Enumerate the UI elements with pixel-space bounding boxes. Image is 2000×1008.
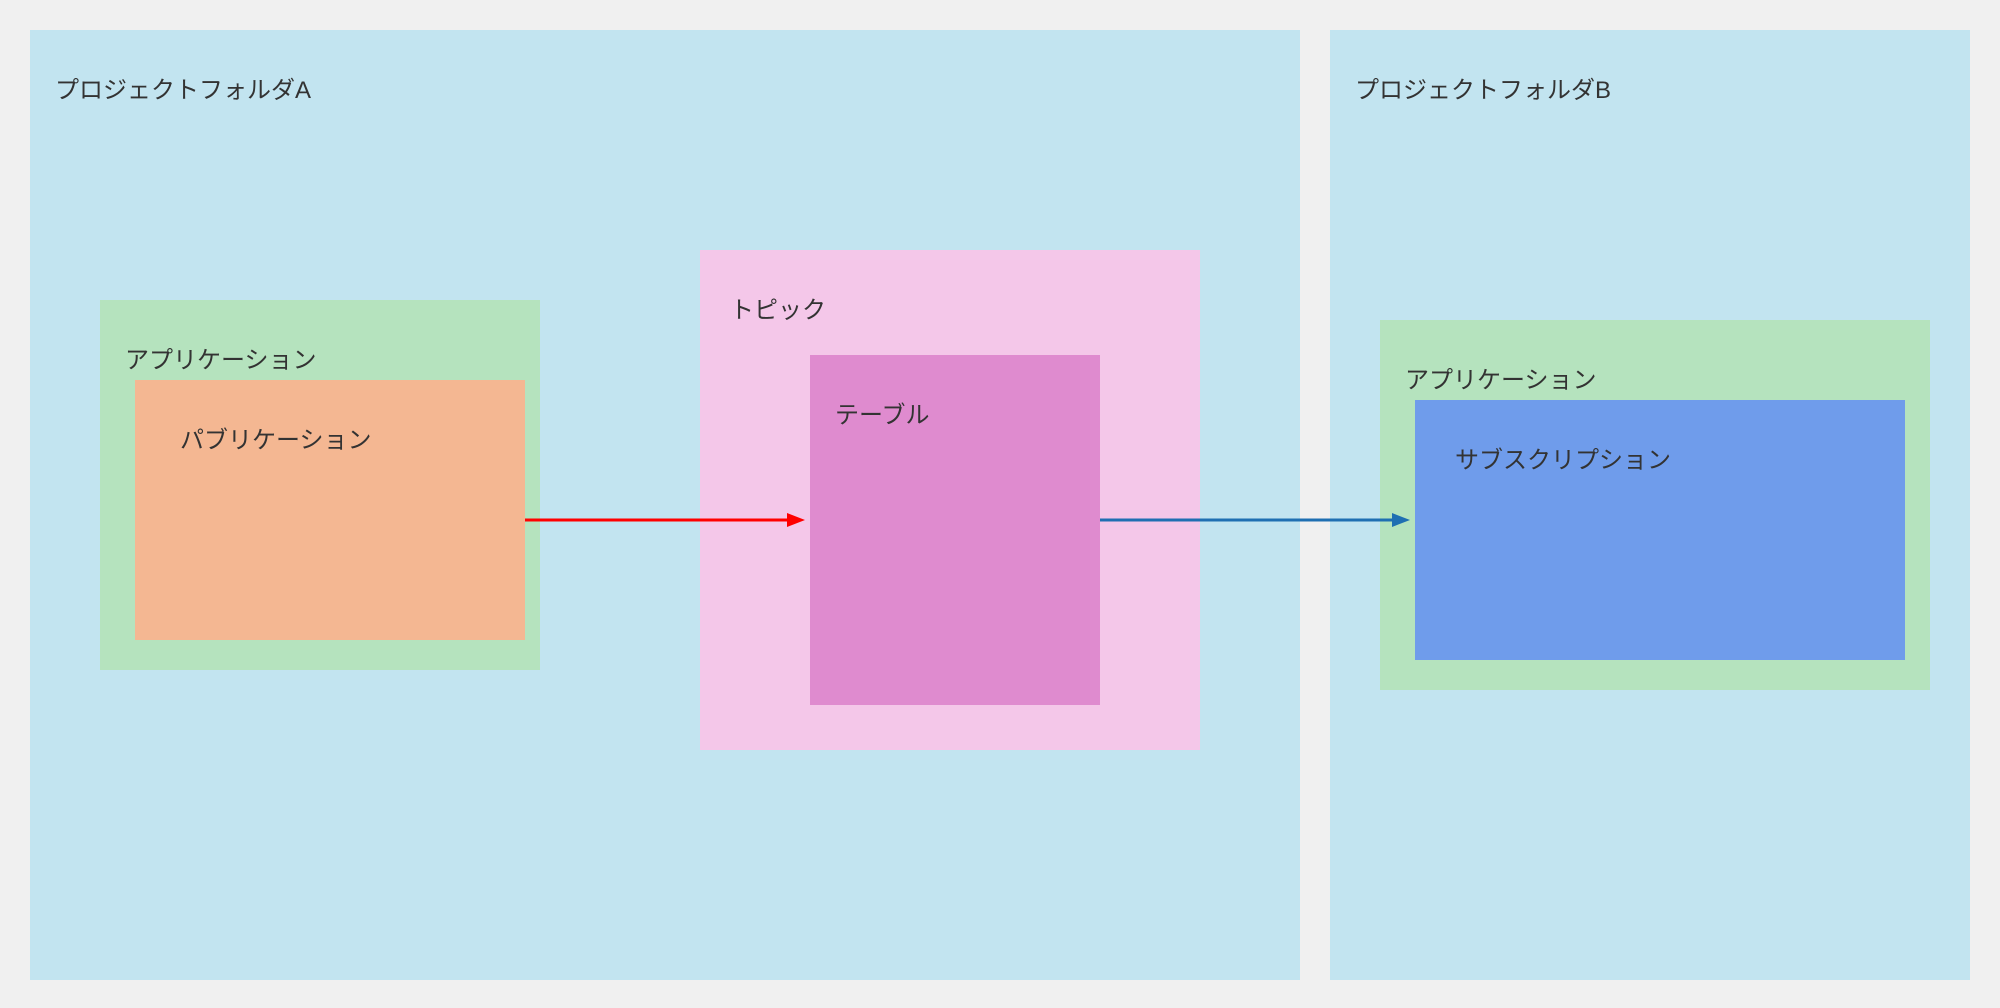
subscription-label: サブスクリプション bbox=[1455, 440, 1671, 475]
project-folder-a-label: プロジェクトフォルダA bbox=[55, 70, 311, 105]
table-label: テーブル bbox=[835, 395, 930, 430]
publication-label: パブリケーション bbox=[180, 420, 372, 455]
application-a-label: アプリケーション bbox=[125, 340, 317, 375]
subscription-box bbox=[1415, 400, 1905, 660]
application-b-label: アプリケーション bbox=[1405, 360, 1597, 395]
topic-label: トピック bbox=[730, 290, 826, 325]
diagram-canvas: プロジェクトフォルダA プロジェクトフォルダB アプリケーション パブリケーショ… bbox=[0, 0, 2000, 1008]
publication-box bbox=[135, 380, 525, 640]
project-folder-b-label: プロジェクトフォルダB bbox=[1355, 70, 1611, 105]
